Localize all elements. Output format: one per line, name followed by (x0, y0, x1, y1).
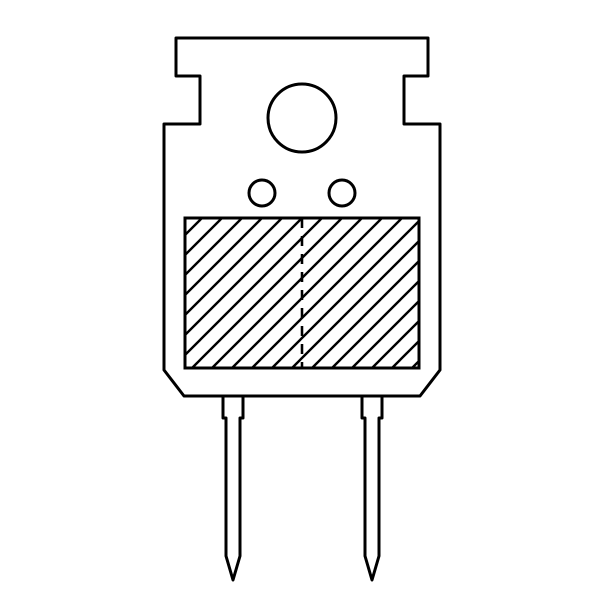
lead-left (223, 396, 243, 580)
small-hole-right (329, 180, 355, 206)
mounting-hole (268, 84, 336, 152)
lead-right (362, 396, 382, 580)
small-hole-left (249, 180, 275, 206)
package-outline-diagram (0, 0, 600, 600)
